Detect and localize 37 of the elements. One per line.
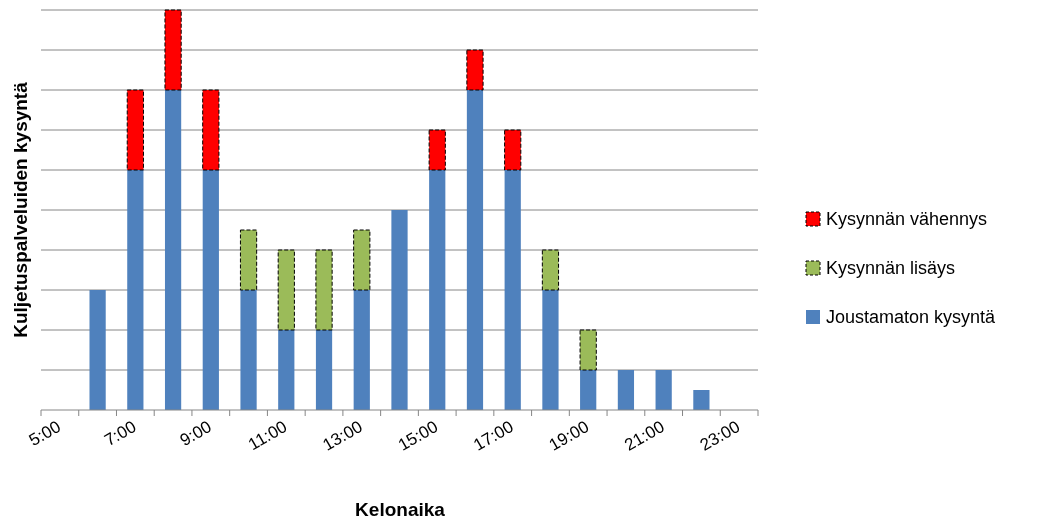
bar	[202, 89, 220, 171]
legend-label: Kysynnän vähennys	[826, 209, 988, 229]
bar	[579, 329, 597, 371]
bar	[655, 370, 672, 410]
x-tick-label: 9:00	[176, 417, 215, 451]
bar	[428, 129, 446, 171]
bar	[466, 49, 484, 91]
bar	[315, 330, 333, 410]
bar	[164, 9, 182, 91]
bar	[164, 90, 182, 410]
bar	[239, 229, 258, 291]
bar	[126, 89, 144, 171]
bar	[541, 249, 560, 291]
y-axis-title: Kuljetuspalveluiden kysyntä	[10, 81, 31, 338]
bar	[89, 290, 106, 410]
bar	[504, 170, 521, 410]
bar	[353, 290, 370, 410]
x-tick-label: 5:00	[25, 417, 64, 451]
bar	[504, 129, 522, 171]
x-axis-title: Kelonaika	[355, 499, 446, 520]
bar	[353, 229, 371, 291]
bar	[693, 390, 710, 410]
bar	[391, 210, 408, 410]
bar	[315, 249, 333, 331]
x-tick-label: 7:00	[101, 417, 140, 451]
bar	[202, 170, 219, 410]
bar	[278, 330, 295, 410]
legend-label: Kysynnän lisäys	[826, 258, 956, 278]
bar	[127, 170, 144, 410]
bar	[617, 370, 635, 410]
bar	[542, 290, 559, 410]
legend-label: Joustamaton kysyntä	[826, 307, 997, 327]
bar	[277, 249, 295, 331]
bar	[429, 170, 446, 410]
bar	[466, 90, 484, 410]
bar	[580, 370, 597, 410]
bar	[240, 290, 257, 410]
